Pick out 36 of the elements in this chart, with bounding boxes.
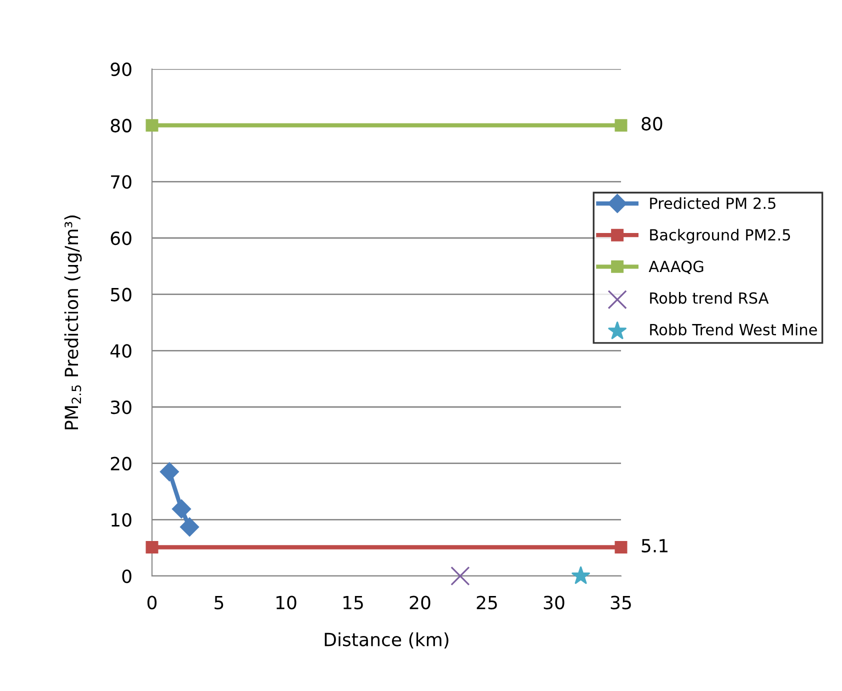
x-tick-label: 20 [410,596,430,610]
x-axis-title: Distance (km) [324,632,448,648]
y-tick-label: 80 [110,118,132,132]
y-tick-label: 60 [110,231,132,246]
x-tick-label: 10 [276,596,296,610]
data-label: 5.1 [642,539,668,553]
point [160,462,179,482]
point [614,119,628,132]
y-axis-title: PM$_{2.5}$ Prediction (ug/m³) [64,216,82,430]
point [180,517,200,537]
y-tick-label: 30 [110,400,132,414]
y-tick-label: 20 [110,456,132,470]
x-tick-label: 35 [610,596,631,610]
legend-label: Robb Trend West Mine [650,324,817,336]
y-tick-label: 90 [110,62,132,76]
y-tick-label: 0 [122,569,132,584]
point [172,499,192,518]
point [146,119,158,132]
legend-label: AAAQG [648,260,704,274]
point [146,541,158,554]
point [614,541,628,554]
x-tick-label: 5 [214,596,224,610]
legend-label: Robb trend RSA [650,292,769,304]
y-tick-label: 70 [111,175,132,189]
point [450,566,470,586]
x-tick-label: 15 [343,596,363,610]
x-tick-label: 30 [544,596,564,610]
point [572,566,590,584]
legend-label: Background PM2.5 [650,228,790,244]
legend-label: Predicted PM 2.5 [650,197,776,210]
y-tick-label: 50 [110,288,132,302]
data-label: 80 [642,116,662,131]
y-tick-label: 40 [110,344,132,358]
y-tick-label: 10 [112,513,132,527]
x-tick-label: 25 [476,596,497,610]
x-tick-label: 0 [147,596,157,610]
